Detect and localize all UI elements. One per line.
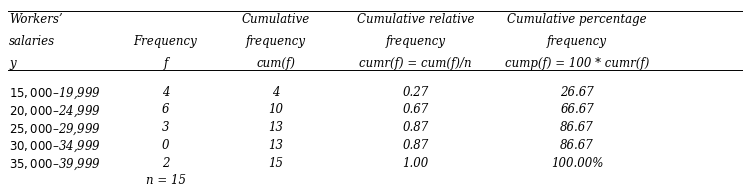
- Text: Cumulative relative: Cumulative relative: [357, 13, 474, 26]
- Text: 0: 0: [162, 139, 170, 152]
- Text: 0.87: 0.87: [402, 121, 428, 134]
- Text: 26.67: 26.67: [560, 86, 594, 99]
- Text: $30,000–$34,999: $30,000–$34,999: [9, 139, 101, 154]
- Text: 1.00: 1.00: [402, 157, 428, 170]
- Text: Cumulative: Cumulative: [242, 13, 310, 26]
- Text: 4: 4: [162, 86, 170, 99]
- Text: n = 15: n = 15: [146, 174, 185, 188]
- Text: $25,000–$29,999: $25,000–$29,999: [9, 121, 101, 137]
- Text: 0.87: 0.87: [402, 139, 428, 152]
- Text: salaries: salaries: [9, 35, 55, 48]
- Text: 2: 2: [162, 157, 170, 170]
- Text: frequency: frequency: [547, 35, 608, 48]
- Text: Cumulative percentage: Cumulative percentage: [507, 13, 647, 26]
- Text: 3: 3: [162, 121, 170, 134]
- Text: 0.67: 0.67: [402, 103, 428, 116]
- Text: 6: 6: [162, 103, 170, 116]
- Text: 86.67: 86.67: [560, 139, 594, 152]
- Text: Workers’: Workers’: [9, 13, 62, 26]
- Text: f: f: [164, 57, 168, 70]
- Text: 86.67: 86.67: [560, 121, 594, 134]
- Text: cump(f) = 100 * cumr(f): cump(f) = 100 * cumr(f): [505, 57, 650, 70]
- Text: cumr(f) = cum(f)/n: cumr(f) = cum(f)/n: [359, 57, 472, 70]
- Text: frequency: frequency: [246, 35, 306, 48]
- Text: 100.00%: 100.00%: [551, 157, 603, 170]
- Text: frequency: frequency: [386, 35, 446, 48]
- Text: 13: 13: [268, 121, 284, 134]
- Text: 13: 13: [268, 139, 284, 152]
- Text: 15: 15: [268, 157, 284, 170]
- Text: $35,000–$39,999: $35,000–$39,999: [9, 157, 101, 172]
- Text: cum(f): cum(f): [256, 57, 296, 70]
- Text: 0.27: 0.27: [402, 86, 428, 99]
- Text: 66.67: 66.67: [560, 103, 594, 116]
- Text: $20,000–$24,999: $20,000–$24,999: [9, 103, 101, 119]
- Text: y: y: [9, 57, 16, 70]
- Text: Frequency: Frequency: [134, 35, 197, 48]
- Text: 4: 4: [272, 86, 280, 99]
- Text: 10: 10: [268, 103, 284, 116]
- Text: $15,000–$19,999: $15,000–$19,999: [9, 86, 101, 101]
